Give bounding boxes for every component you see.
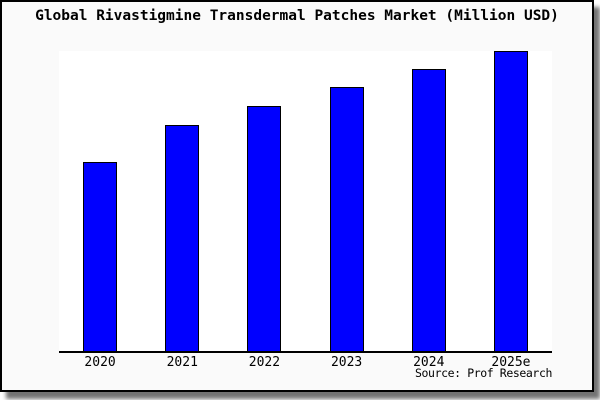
chart-window: Global Rivastigmine Transdermal Patches … xyxy=(0,0,594,392)
bar-2021 xyxy=(165,125,200,351)
x-tick-label-2023: 2023 xyxy=(330,355,363,370)
x-tick-label-2022: 2022 xyxy=(248,355,281,370)
bar-2022 xyxy=(247,105,282,351)
bar-2020 xyxy=(83,162,118,351)
bars-container xyxy=(59,51,552,351)
bar-2023 xyxy=(329,87,364,351)
x-tick-label-2020: 2020 xyxy=(84,355,116,370)
chart-title: Global Rivastigmine Transdermal Patches … xyxy=(35,8,559,24)
bar-2025e xyxy=(493,51,528,351)
source-credit: Source: Prof Research xyxy=(415,366,552,380)
plot-area xyxy=(59,51,552,353)
bar-slot-2023 xyxy=(306,51,388,351)
bar-slot-2025e xyxy=(470,51,552,351)
x-axis-labels: 2020 2021 2022 2023 2024 2025e xyxy=(59,355,552,370)
bar-slot-2024 xyxy=(388,51,470,351)
x-tick-label-2025e: 2025e xyxy=(491,355,531,370)
bar-slot-2021 xyxy=(141,51,223,351)
bar-2024 xyxy=(411,69,446,351)
x-tick-label-2021: 2021 xyxy=(166,355,198,370)
bar-slot-2020 xyxy=(59,51,141,351)
x-tick-label-2024: 2024 xyxy=(413,355,445,370)
bar-slot-2022 xyxy=(223,51,305,351)
